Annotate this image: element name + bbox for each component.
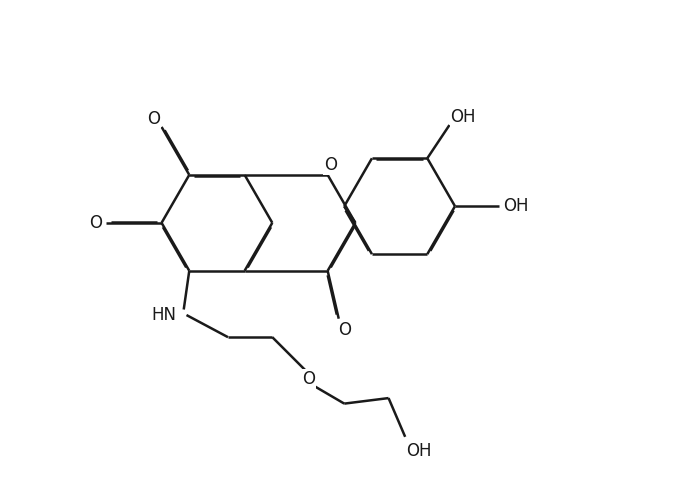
Text: HN: HN <box>152 306 177 324</box>
Text: O: O <box>324 156 337 174</box>
Text: OH: OH <box>451 108 476 126</box>
Text: O: O <box>147 110 160 128</box>
Text: O: O <box>338 321 351 339</box>
Text: O: O <box>302 370 315 388</box>
Text: OH: OH <box>503 197 529 215</box>
Text: OH: OH <box>406 442 432 460</box>
Text: O: O <box>89 214 102 232</box>
